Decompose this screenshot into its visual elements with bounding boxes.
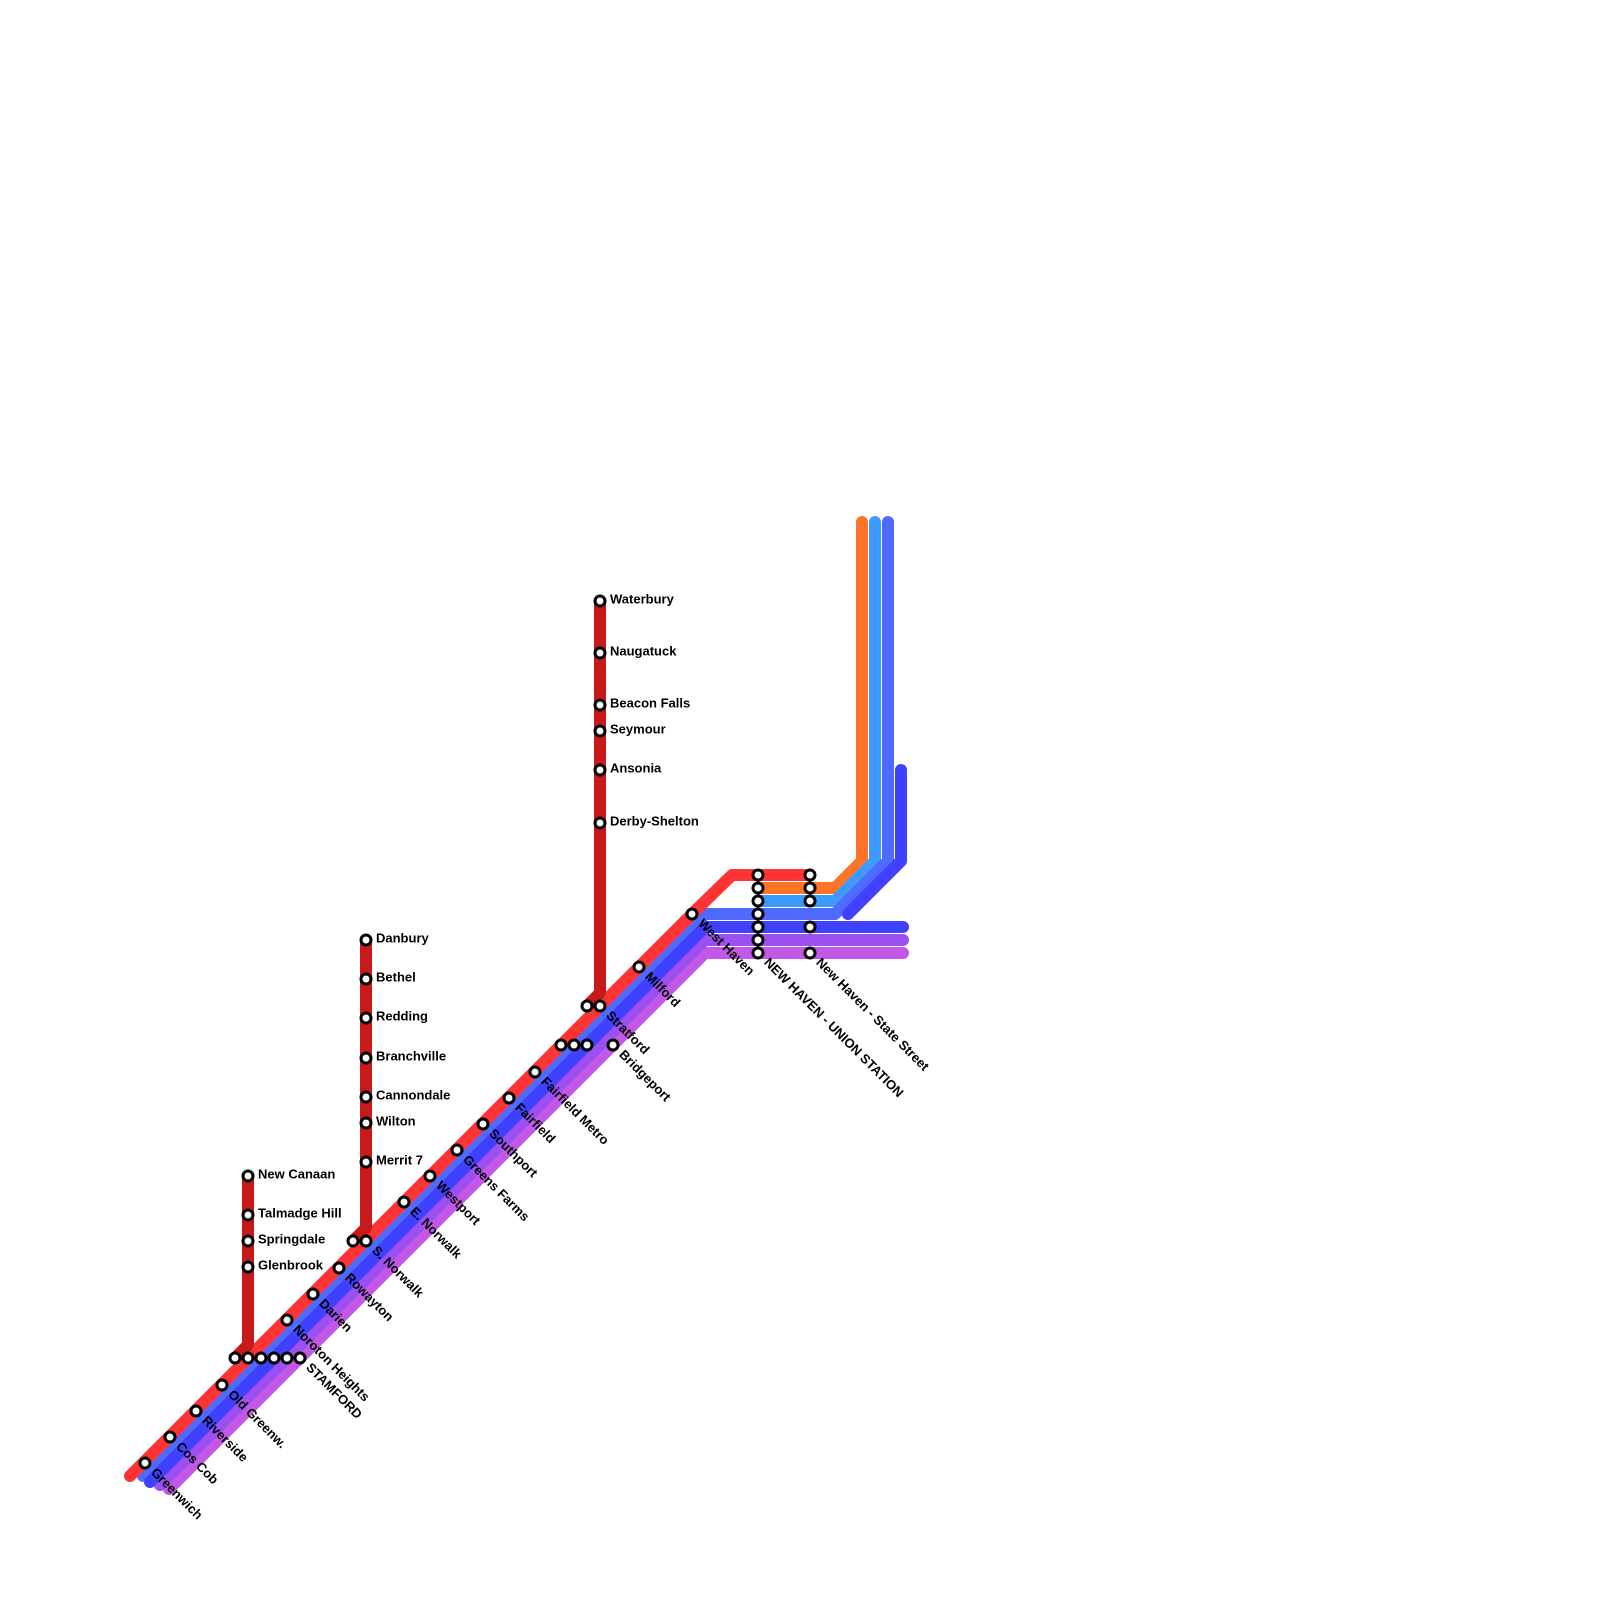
station [751,894,765,908]
line-orange [754,516,868,894]
station [359,1090,373,1104]
line-blue [137,516,894,1482]
station [332,1261,346,1275]
station [359,933,373,947]
station [359,1234,373,1248]
station [593,594,607,608]
station-label: Waterbury [610,591,675,606]
station-label: Cannondale [376,1087,450,1102]
station [163,1430,177,1444]
station-label: Naugatuck [610,643,677,658]
station [803,868,817,882]
station [138,1456,152,1470]
station [306,1287,320,1301]
station [359,1116,373,1130]
station-label: Bridgeport [616,1047,674,1105]
station [593,698,607,712]
station [359,1011,373,1025]
station [580,1038,594,1052]
station-label: Danbury [376,930,430,945]
station [593,646,607,660]
station [803,920,817,934]
station-label: Bethel [376,969,416,984]
station [450,1143,464,1157]
station [241,1234,255,1248]
station [567,1038,581,1052]
station [751,933,765,947]
station [346,1234,360,1248]
station [593,763,607,777]
station [593,816,607,830]
station [554,1038,568,1052]
station [751,881,765,895]
station [241,1169,255,1183]
station-label: Merrit 7 [376,1152,423,1167]
station [751,946,765,960]
station [241,1260,255,1274]
station [423,1169,437,1183]
station [397,1195,411,1209]
station [476,1117,490,1131]
station [228,1351,242,1365]
station-label: Seymour [610,721,666,736]
station-label: Springdale [258,1231,325,1246]
station [254,1351,268,1365]
station-label: Branchville [376,1048,446,1063]
station-label: New Canaan [258,1166,335,1181]
station [632,960,646,974]
station-label: Beacon Falls [610,695,690,710]
station [685,907,699,921]
station [751,907,765,921]
station [359,1051,373,1065]
station-label: Wilton [376,1113,416,1128]
line-magenta [163,947,909,1495]
station [280,1313,294,1327]
station [606,1038,620,1052]
branch-waterbury [581,595,606,1012]
station [751,920,765,934]
station-label: Talmadge Hill [258,1205,342,1220]
station [267,1351,281,1365]
station [803,881,817,895]
line-purple [154,934,909,1491]
station [241,1208,255,1222]
lines [124,516,909,1495]
station-label: Glenbrook [258,1257,324,1272]
station [293,1351,307,1365]
station [241,1351,255,1365]
station [502,1091,516,1105]
station [580,999,594,1013]
station [359,972,373,986]
station [215,1378,229,1392]
line-navy [144,921,909,1488]
station [280,1351,294,1365]
line-red [124,869,816,1482]
station-label: Derby-Shelton [610,813,699,828]
station [528,1065,542,1079]
station [189,1404,203,1418]
station [751,868,765,882]
line-navy-branch [842,764,907,920]
line-sky [754,516,881,907]
station-label: Redding [376,1008,428,1023]
station [359,1155,373,1169]
station [803,894,817,908]
station [593,724,607,738]
station [803,946,817,960]
station-label: Ansonia [610,760,662,775]
station [593,999,607,1013]
